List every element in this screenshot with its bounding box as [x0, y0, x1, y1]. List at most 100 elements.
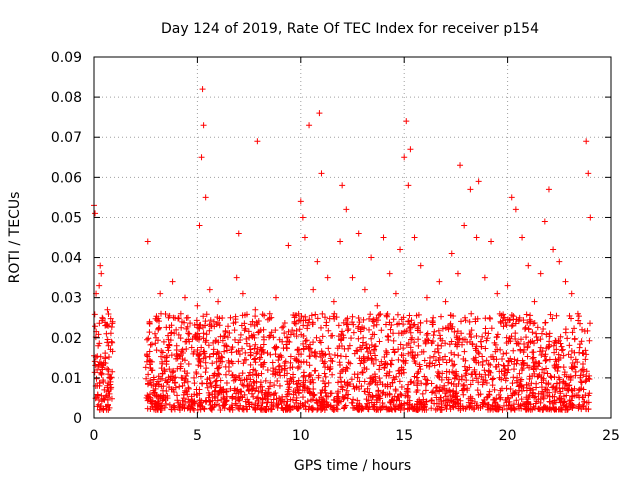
baseline-point	[460, 391, 467, 398]
baseline-point	[182, 375, 189, 382]
baseline-point	[379, 390, 386, 397]
baseline-point	[338, 342, 345, 349]
baseline-point	[587, 320, 594, 327]
baseline-point	[249, 318, 256, 325]
grid	[94, 57, 611, 418]
data-point	[397, 246, 404, 253]
baseline-point	[313, 334, 320, 341]
baseline-point	[215, 370, 222, 377]
baseline-point	[232, 336, 239, 343]
baseline-point	[276, 395, 283, 402]
baseline-point	[171, 388, 177, 395]
baseline-point	[376, 362, 383, 369]
baseline-point	[259, 395, 266, 402]
baseline-point	[378, 358, 385, 365]
baseline-point	[335, 322, 342, 329]
baseline-point	[364, 348, 371, 355]
data-point	[368, 254, 375, 261]
data-point	[109, 318, 116, 325]
baseline-point	[465, 399, 472, 406]
baseline-point	[318, 406, 325, 413]
baseline-point	[355, 314, 362, 321]
baseline-point	[331, 310, 338, 317]
data-point	[96, 282, 103, 289]
baseline-point	[462, 357, 469, 364]
baseline-point	[369, 317, 376, 324]
baseline-point	[406, 312, 413, 319]
baseline-point	[155, 381, 162, 388]
baseline-point	[466, 318, 473, 325]
baseline-point	[172, 374, 179, 381]
baseline-point	[183, 388, 190, 395]
baseline-point	[320, 378, 327, 385]
baseline-point	[503, 405, 510, 412]
baseline-point	[438, 313, 445, 320]
baseline-point	[539, 366, 546, 373]
x-axis-label: GPS time / hours	[294, 458, 411, 474]
baseline-point	[479, 353, 486, 360]
baseline-point	[540, 326, 547, 333]
baseline-point	[441, 382, 448, 389]
baseline-point	[474, 315, 481, 322]
baseline-point	[166, 341, 173, 348]
baseline-point	[257, 379, 264, 386]
baseline-point	[281, 319, 288, 326]
baseline-point	[436, 388, 443, 395]
baseline-point	[508, 323, 515, 330]
baseline-point	[287, 375, 294, 382]
baseline-point	[217, 387, 224, 394]
data-point	[392, 290, 399, 297]
baseline-point	[371, 331, 378, 338]
baseline-point	[97, 353, 104, 360]
baseline-point	[558, 347, 565, 354]
baseline-point	[459, 387, 466, 394]
baseline-point	[191, 374, 198, 381]
baseline-point	[150, 390, 157, 397]
baseline-point	[582, 347, 589, 354]
baseline-point	[208, 405, 215, 412]
baseline-point	[325, 393, 332, 400]
baseline-point	[561, 398, 568, 405]
baseline-point	[318, 390, 325, 397]
baseline-point	[268, 405, 275, 412]
baseline-point	[212, 338, 219, 345]
data-point	[198, 154, 205, 161]
baseline-point	[181, 357, 188, 364]
baseline-point	[168, 329, 175, 336]
baseline-point	[175, 331, 182, 338]
baseline-point	[239, 370, 246, 377]
baseline-point	[560, 364, 567, 371]
baseline-point	[522, 324, 529, 331]
baseline-point	[424, 336, 431, 343]
baseline-point	[463, 377, 470, 384]
data-point	[297, 198, 304, 205]
baseline-point	[240, 360, 247, 367]
baseline-point	[336, 397, 343, 404]
baseline-point	[322, 383, 329, 390]
baseline-point	[330, 396, 337, 403]
baseline-point	[386, 319, 393, 326]
baseline-point	[165, 347, 172, 354]
baseline-point	[458, 330, 465, 337]
baseline-point	[420, 348, 427, 355]
baseline-point	[93, 375, 100, 382]
baseline-point	[189, 336, 196, 343]
baseline-point	[225, 364, 232, 371]
baseline-point	[396, 397, 403, 404]
baseline-point	[340, 332, 347, 339]
baseline-point	[155, 373, 162, 380]
baseline-point	[428, 405, 435, 412]
baseline-point	[526, 364, 533, 371]
baseline-point	[204, 384, 211, 391]
baseline-point	[387, 360, 394, 367]
baseline-point	[511, 390, 518, 397]
data-point	[94, 366, 101, 373]
baseline-point	[404, 385, 411, 392]
baseline-point	[499, 356, 506, 363]
baseline-point	[566, 397, 573, 404]
baseline-point	[310, 392, 317, 399]
baseline-point	[345, 345, 352, 352]
baseline-point	[370, 403, 377, 410]
baseline-point	[247, 361, 254, 368]
baseline-point	[271, 382, 278, 389]
